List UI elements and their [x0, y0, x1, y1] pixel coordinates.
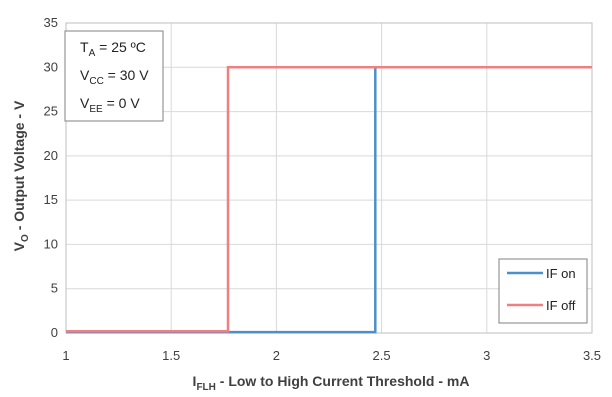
- y-tick-label: 0: [51, 325, 58, 340]
- x-axis-ticks: 1 1.5 2 2.5 3 3.5: [62, 348, 601, 363]
- legend-frame: [498, 258, 588, 324]
- condition-temperature: TA = 25 ºC: [80, 39, 146, 59]
- y-tick-label: 15: [44, 192, 58, 207]
- x-tick-label: 1.5: [162, 348, 180, 363]
- y-tick-label: 20: [44, 148, 58, 163]
- x-tick-label: 2.5: [373, 348, 391, 363]
- conditions-box: TA = 25 ºC VCC = 30 V VEE = 0 V: [64, 30, 164, 122]
- x-axis-label: IFLH - Low to High Current Threshold - m…: [193, 373, 470, 393]
- series-lines: [66, 66, 592, 334]
- x-tick-label: 2: [273, 348, 280, 363]
- condition-vcc: VCC = 30 V: [80, 67, 149, 87]
- y-tick-label: 25: [44, 104, 58, 119]
- y-axis-ticks: 0 5 10 15 20 25 30 35: [44, 15, 58, 340]
- x-tick-label: 3.5: [583, 348, 601, 363]
- legend: IF on IF off: [498, 258, 588, 324]
- series-line-if-off: [66, 66, 592, 333]
- condition-vee: VEE = 0 V: [80, 95, 140, 115]
- conditions-box-frame: [64, 30, 164, 122]
- y-tick-label: 35: [44, 15, 58, 30]
- legend-label-if-off: IF off: [546, 298, 576, 313]
- x-tick-label: 3: [483, 348, 490, 363]
- y-axis-label: VO - Output Voltage - V: [11, 100, 31, 251]
- y-tick-label: 5: [51, 281, 58, 296]
- y-tick-label: 10: [44, 236, 58, 251]
- legend-label-if-on: IF on: [546, 266, 576, 281]
- y-tick-label: 30: [44, 59, 58, 74]
- x-tick-label: 1: [62, 348, 69, 363]
